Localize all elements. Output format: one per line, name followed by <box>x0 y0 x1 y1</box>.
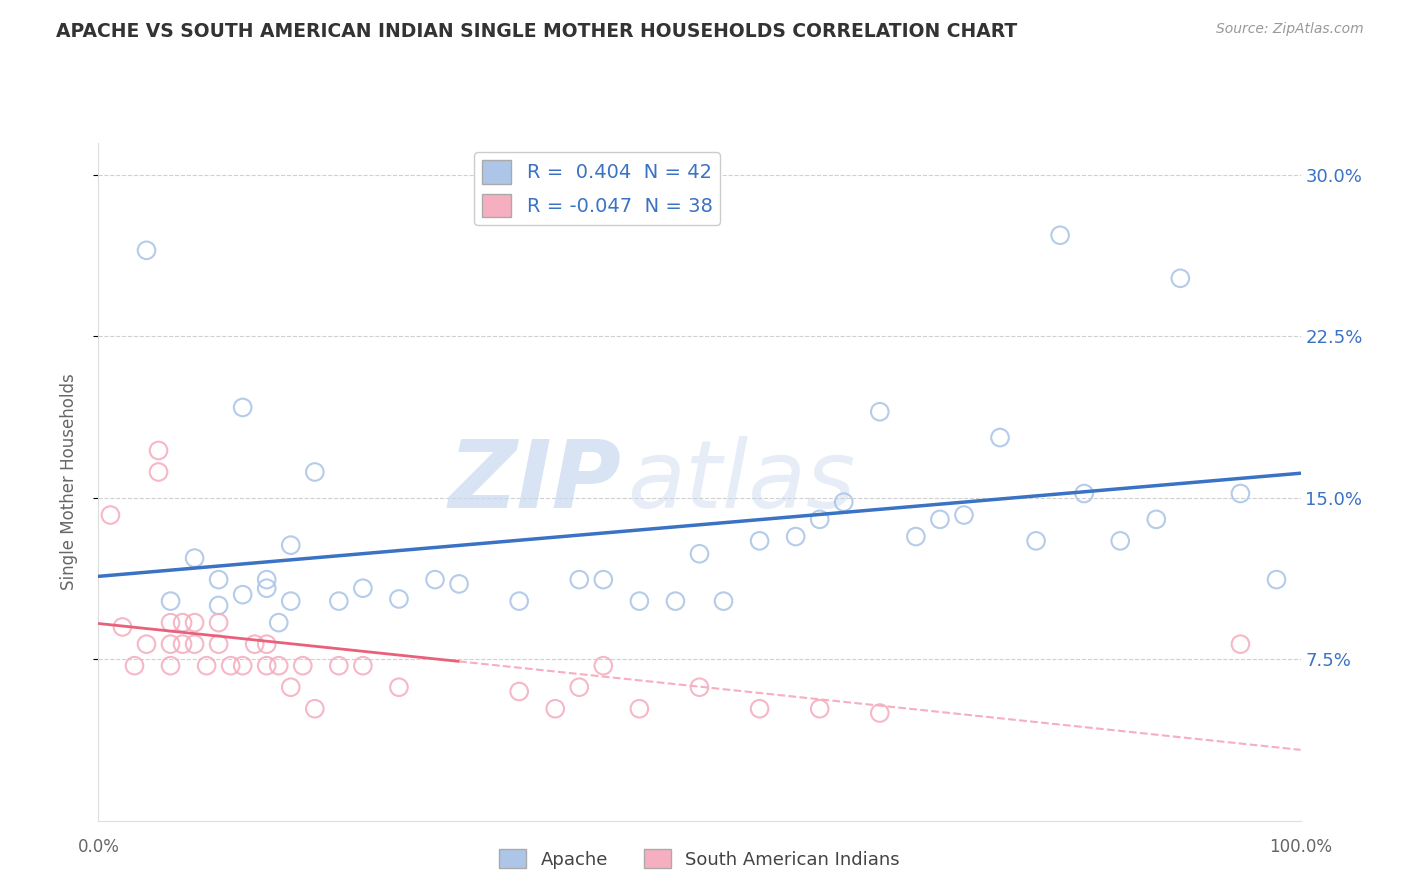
Point <box>352 658 374 673</box>
Point <box>172 615 194 630</box>
Point <box>953 508 976 522</box>
Legend: R =  0.404  N = 42, R = -0.047  N = 38: R = 0.404 N = 42, R = -0.047 N = 38 <box>474 153 720 225</box>
Point <box>748 702 770 716</box>
Point <box>124 658 146 673</box>
Point <box>388 680 411 694</box>
Point <box>159 658 181 673</box>
Point <box>508 684 530 698</box>
Point <box>208 599 231 613</box>
Point <box>183 615 205 630</box>
Point <box>628 594 651 608</box>
Point <box>592 658 614 673</box>
Point <box>183 637 205 651</box>
Point <box>1144 512 1167 526</box>
Point <box>832 495 855 509</box>
Point <box>267 615 290 630</box>
Point <box>388 591 411 606</box>
Point <box>748 533 770 548</box>
Point <box>1229 637 1251 651</box>
Point <box>568 573 591 587</box>
Point <box>869 405 891 419</box>
Text: 0.0%: 0.0% <box>77 838 120 855</box>
Point <box>195 658 218 673</box>
Point <box>1025 533 1047 548</box>
Point <box>280 594 302 608</box>
Point <box>135 637 157 651</box>
Point <box>1109 533 1132 548</box>
Point <box>208 615 231 630</box>
Point <box>713 594 735 608</box>
Point <box>1049 228 1071 243</box>
Point <box>928 512 950 526</box>
Point <box>159 637 181 651</box>
Point <box>544 702 567 716</box>
Text: APACHE VS SOUTH AMERICAN INDIAN SINGLE MOTHER HOUSEHOLDS CORRELATION CHART: APACHE VS SOUTH AMERICAN INDIAN SINGLE M… <box>56 22 1018 41</box>
Point <box>988 431 1011 445</box>
Point <box>304 702 326 716</box>
Point <box>148 465 170 479</box>
Point <box>508 594 530 608</box>
Point <box>628 702 651 716</box>
Point <box>280 680 302 694</box>
Text: Source: ZipAtlas.com: Source: ZipAtlas.com <box>1216 22 1364 37</box>
Point <box>291 658 314 673</box>
Point <box>256 581 278 595</box>
Point <box>111 620 134 634</box>
Point <box>1073 486 1095 500</box>
Point <box>1170 271 1192 285</box>
Point <box>267 658 290 673</box>
Point <box>808 702 831 716</box>
Point <box>785 530 807 544</box>
Point <box>256 573 278 587</box>
Point <box>208 637 231 651</box>
Point <box>568 680 591 694</box>
Point <box>135 244 157 258</box>
Point <box>664 594 686 608</box>
Point <box>256 658 278 673</box>
Point <box>904 530 927 544</box>
Point <box>328 658 350 673</box>
Point <box>280 538 302 552</box>
Point <box>352 581 374 595</box>
Point <box>159 594 181 608</box>
Point <box>232 588 254 602</box>
Point <box>592 573 614 587</box>
Point <box>243 637 266 651</box>
Text: atlas: atlas <box>627 436 856 527</box>
Point <box>172 637 194 651</box>
Point <box>1229 486 1251 500</box>
Point <box>447 577 470 591</box>
Point <box>689 680 711 694</box>
Point <box>304 465 326 479</box>
Point <box>423 573 446 587</box>
Y-axis label: Single Mother Households: Single Mother Households <box>59 374 77 590</box>
Point <box>256 637 278 651</box>
Point <box>1265 573 1288 587</box>
Text: 100.0%: 100.0% <box>1270 838 1331 855</box>
Point <box>208 573 231 587</box>
Point <box>689 547 711 561</box>
Point <box>232 658 254 673</box>
Text: ZIP: ZIP <box>449 435 621 528</box>
Point <box>869 706 891 720</box>
Point <box>183 551 205 566</box>
Point <box>159 615 181 630</box>
Point <box>808 512 831 526</box>
Point <box>100 508 122 522</box>
Point <box>232 401 254 415</box>
Point <box>328 594 350 608</box>
Point <box>219 658 242 673</box>
Point <box>148 443 170 458</box>
